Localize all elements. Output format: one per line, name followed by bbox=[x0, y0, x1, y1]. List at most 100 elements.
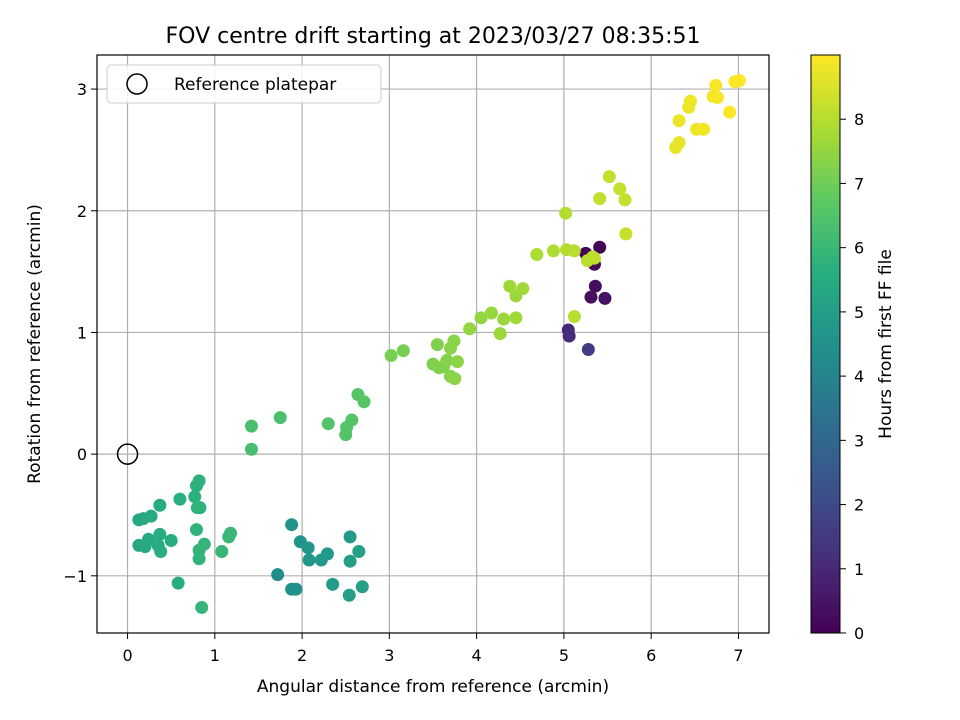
y-tick-label: 1 bbox=[77, 323, 87, 342]
colorbar-label: Hours from first FF file bbox=[876, 249, 896, 439]
colorbar-tick-label: 6 bbox=[854, 239, 864, 258]
x-tick-label: 0 bbox=[122, 646, 132, 665]
y-axis-label: Rotation from reference (arcmin) bbox=[25, 204, 45, 484]
data-point bbox=[244, 442, 258, 456]
y-axis-ticks: −1 0 1 2 3 bbox=[63, 80, 97, 586]
data-point bbox=[618, 193, 632, 207]
data-point bbox=[567, 310, 581, 324]
colorbar-tick-label: 2 bbox=[854, 496, 864, 515]
data-point bbox=[463, 322, 477, 336]
data-point bbox=[193, 501, 207, 515]
data-point bbox=[581, 342, 595, 356]
data-point bbox=[711, 91, 725, 105]
data-point bbox=[345, 413, 359, 427]
y-tick-label: 2 bbox=[77, 202, 87, 221]
y-tick-label: −1 bbox=[63, 567, 87, 586]
data-point bbox=[683, 94, 697, 108]
data-point bbox=[602, 170, 616, 184]
data-point bbox=[326, 577, 340, 591]
data-point bbox=[474, 311, 488, 325]
data-point bbox=[273, 411, 287, 425]
colorbar-ticks: 0 1 2 3 4 5 6 7 8 bbox=[840, 110, 864, 643]
colorbar-gradient bbox=[810, 54, 841, 634]
x-axis-ticks: 0 1 2 3 4 5 6 7 bbox=[122, 633, 744, 665]
data-point bbox=[301, 541, 315, 555]
colorbar-tick-label: 8 bbox=[854, 110, 864, 129]
data-point bbox=[224, 526, 238, 540]
legend-entry-label: Reference platepar bbox=[174, 75, 336, 95]
data-point bbox=[672, 136, 686, 150]
data-point bbox=[342, 588, 356, 602]
colorbar-tick-label: 1 bbox=[854, 560, 864, 579]
y-tick-label: 0 bbox=[77, 445, 87, 464]
reference-platepar-marker bbox=[116, 443, 139, 465]
data-point bbox=[320, 547, 334, 561]
data-point bbox=[173, 492, 187, 506]
data-point bbox=[189, 523, 203, 537]
data-point bbox=[503, 279, 517, 293]
x-tick-label: 6 bbox=[646, 646, 656, 665]
data-point bbox=[302, 553, 316, 567]
data-point bbox=[321, 417, 335, 431]
colorbar-tick-label: 4 bbox=[854, 367, 864, 386]
colorbar-tick-label: 5 bbox=[854, 303, 864, 322]
data-point bbox=[619, 227, 633, 241]
data-point bbox=[244, 419, 258, 433]
plot-area-frame bbox=[96, 54, 770, 634]
x-tick-label: 4 bbox=[472, 646, 482, 665]
data-point bbox=[215, 544, 229, 558]
data-point bbox=[588, 279, 602, 293]
data-point bbox=[493, 327, 507, 341]
data-point bbox=[598, 291, 612, 305]
colorbar-tick-label: 3 bbox=[854, 431, 864, 450]
data-point bbox=[352, 544, 366, 558]
data-point bbox=[497, 312, 511, 326]
data-point bbox=[188, 490, 202, 504]
data-point bbox=[153, 527, 167, 541]
data-point bbox=[593, 192, 607, 206]
data-point bbox=[396, 344, 410, 358]
x-axis-label: Angular distance from reference (arcmin) bbox=[257, 677, 609, 697]
data-point bbox=[343, 530, 357, 544]
grid bbox=[97, 55, 769, 633]
data-point bbox=[195, 600, 209, 614]
x-tick-label: 5 bbox=[559, 646, 569, 665]
data-point bbox=[144, 509, 158, 523]
data-point bbox=[709, 78, 723, 92]
colorbar: 0 1 2 3 4 5 6 7 8 Hours from first FF file bbox=[810, 54, 896, 643]
data-point bbox=[289, 582, 303, 596]
data-point bbox=[357, 395, 371, 409]
data-point bbox=[164, 534, 178, 548]
data-point bbox=[448, 372, 462, 386]
data-point bbox=[447, 334, 461, 348]
colorbar-tick-label: 0 bbox=[854, 624, 864, 643]
data-point bbox=[484, 306, 498, 320]
data-point bbox=[613, 182, 627, 196]
y-tick-label: 3 bbox=[77, 80, 87, 99]
data-point bbox=[567, 244, 581, 258]
data-point bbox=[285, 518, 299, 532]
data-point bbox=[440, 353, 454, 367]
data-point bbox=[723, 105, 737, 119]
data-point bbox=[559, 206, 573, 220]
data-point bbox=[171, 576, 185, 590]
x-tick-label: 2 bbox=[297, 646, 307, 665]
data-point bbox=[141, 532, 155, 546]
data-point bbox=[587, 251, 601, 265]
data-point bbox=[197, 537, 211, 551]
data-point bbox=[154, 544, 168, 558]
chart-title: FOV centre drift starting at 2023/03/27 … bbox=[166, 24, 701, 49]
legend-marker-open-circle-icon bbox=[126, 73, 148, 95]
data-points bbox=[132, 74, 746, 614]
data-point bbox=[430, 338, 444, 352]
x-tick-label: 7 bbox=[733, 646, 743, 665]
x-tick-label: 3 bbox=[384, 646, 394, 665]
data-point bbox=[192, 552, 206, 566]
data-point bbox=[593, 240, 607, 254]
x-tick-label: 1 bbox=[210, 646, 220, 665]
data-point bbox=[343, 554, 357, 568]
data-point bbox=[562, 329, 576, 343]
data-point bbox=[355, 580, 369, 594]
legend-box bbox=[106, 64, 382, 104]
